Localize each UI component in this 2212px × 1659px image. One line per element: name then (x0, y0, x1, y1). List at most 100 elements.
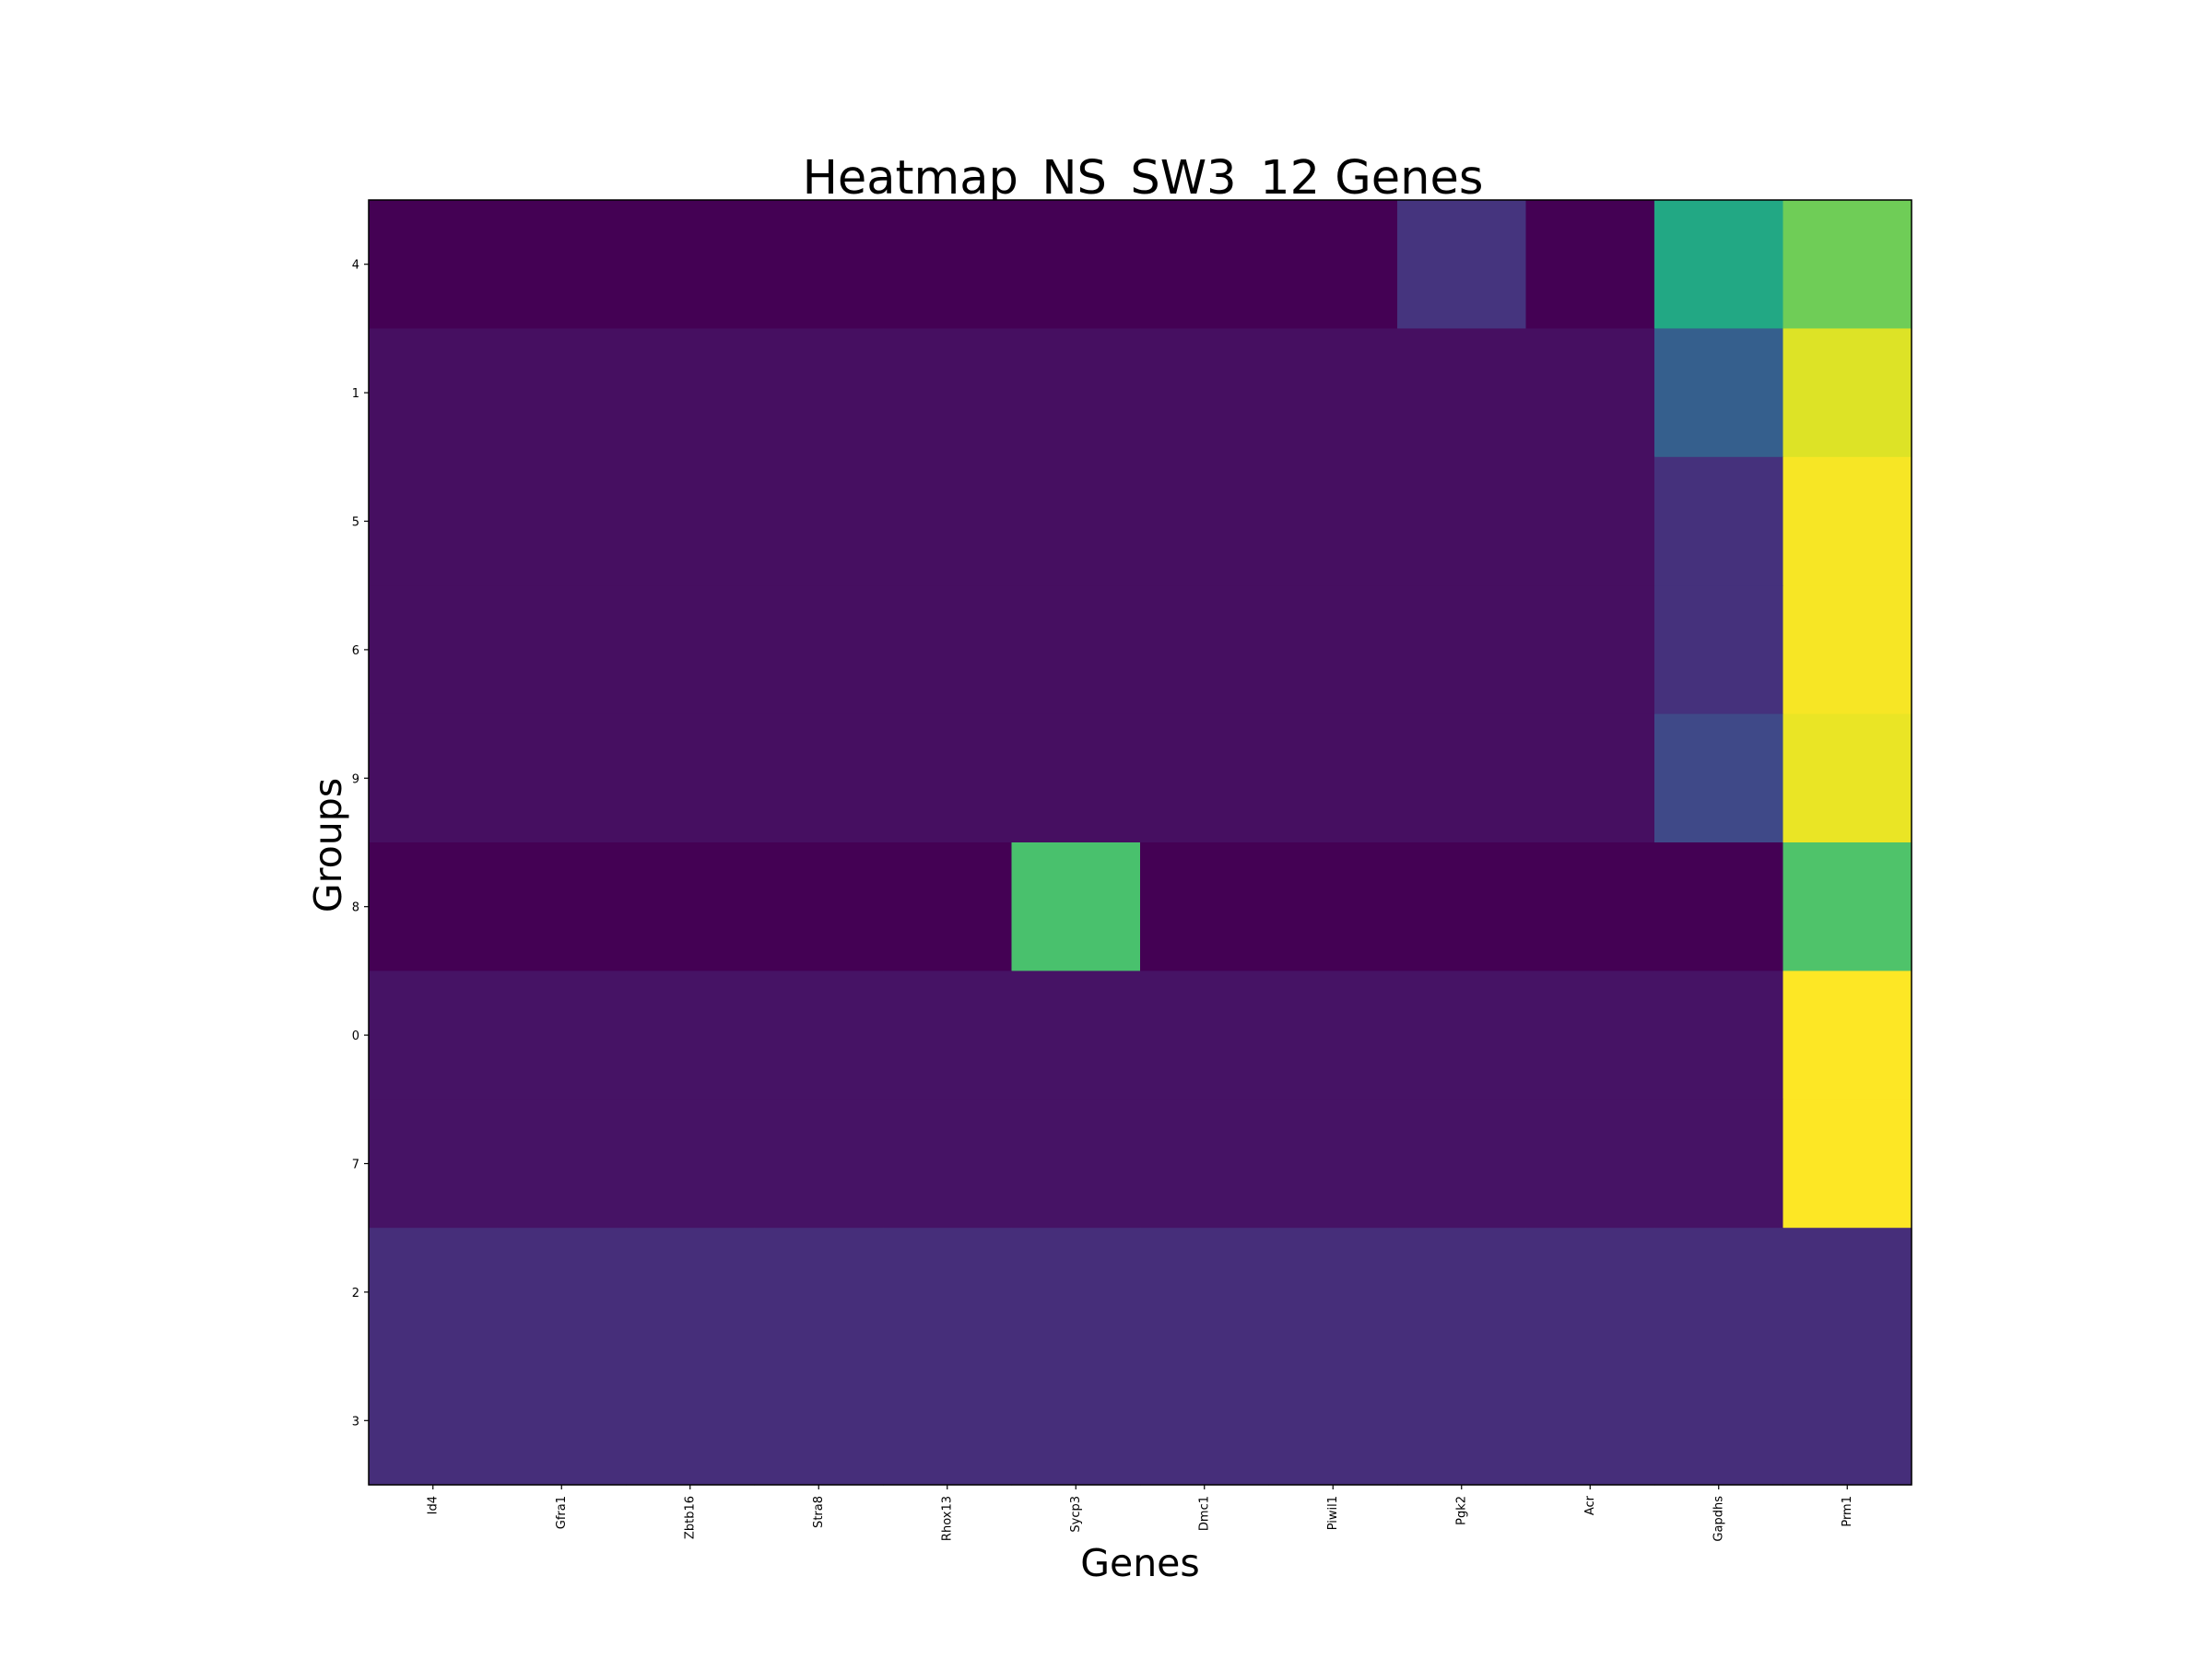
y-tick-label: 5 (352, 516, 359, 530)
heatmap-cell (1525, 456, 1655, 586)
heatmap-cell (497, 1356, 627, 1486)
heatmap-cell (1525, 1228, 1655, 1358)
heatmap-cell (754, 1099, 884, 1229)
heatmap-cell (883, 1356, 1013, 1486)
heatmap-cell (1783, 328, 1912, 458)
heatmap-cell (883, 456, 1013, 586)
heatmap-cell (1011, 713, 1141, 843)
heatmap-cell (1140, 585, 1270, 715)
heatmap-cell (626, 1356, 756, 1486)
heatmap-cell (1525, 713, 1655, 843)
heatmap-cell (883, 200, 1013, 329)
heatmap-cell (369, 842, 499, 971)
heatmap-cell (626, 585, 756, 715)
heatmap-cell (1525, 1099, 1655, 1229)
heatmap-cell (1140, 1228, 1270, 1358)
heatmap-cell (1140, 1356, 1270, 1486)
heatmap-cell (1654, 713, 1784, 843)
heatmap-cell (497, 1099, 627, 1229)
heatmap-cell (1654, 1228, 1784, 1358)
heatmap-cell (497, 456, 627, 586)
heatmap-cell (1783, 1356, 1912, 1486)
y-axis: 4 1 5 6 9 8 0 7 2 3 (352, 259, 369, 1429)
heatmap-cell (1783, 842, 1912, 971)
heatmap-cell (1397, 1099, 1527, 1229)
heatmap-cell (754, 200, 884, 329)
y-tick-label: 8 (352, 901, 359, 915)
y-tick-label: 4 (352, 259, 359, 273)
y-tick-label: 0 (352, 1030, 359, 1043)
heatmap-cell (754, 456, 884, 586)
x-tick-label: Gapdhs (1712, 1496, 1725, 1542)
heatmap-cell (1268, 1099, 1398, 1229)
x-tick-label: Rhox13 (940, 1496, 954, 1541)
heatmap-cell (497, 585, 627, 715)
heatmap-cell (626, 328, 756, 458)
heatmap-cell (626, 842, 756, 971)
heatmap-cell (1397, 842, 1527, 971)
x-tick-label: Pgk2 (1454, 1496, 1468, 1525)
heatmap-cell (369, 971, 499, 1100)
heatmap-cell (1525, 842, 1655, 971)
heatmap-cell (1525, 1356, 1655, 1486)
plot-frame (368, 199, 1912, 1486)
y-tick-label: 2 (352, 1287, 359, 1300)
x-tick-label: Prm1 (1841, 1496, 1854, 1527)
heatmap-cell (369, 585, 499, 715)
heatmap-cell (1140, 456, 1270, 586)
heatmap-cell (1011, 1228, 1141, 1358)
heatmap-cell (1654, 842, 1784, 971)
heatmap-cell (1011, 971, 1141, 1100)
heatmap-cell (1397, 328, 1527, 458)
heatmap-cell (883, 585, 1013, 715)
y-axis-label: Groups (306, 778, 350, 912)
heatmap-cell (1783, 1099, 1912, 1229)
heatmap-cell (369, 1099, 499, 1229)
heatmap-cell (1783, 713, 1912, 843)
heatmap-cell (1397, 1228, 1527, 1358)
heatmap-cell (1268, 1228, 1398, 1358)
heatmap-cell (497, 842, 627, 971)
heatmap-cell (754, 713, 884, 843)
heatmap-cell (1268, 842, 1398, 971)
x-tick-label: Id4 (426, 1496, 440, 1514)
heatmap-cell (369, 200, 499, 329)
heatmap-cell (754, 971, 884, 1100)
heatmap-cell (883, 842, 1013, 971)
heatmap-cell (369, 328, 499, 458)
heatmap-cell (1397, 200, 1527, 329)
heatmap-cell (626, 456, 756, 586)
heatmap-cell (1783, 1228, 1912, 1358)
x-tick-label: Acr (1583, 1495, 1597, 1515)
heatmap-cell (1783, 200, 1912, 329)
heatmap-cell (369, 1228, 499, 1358)
heatmap-cell (1783, 971, 1912, 1100)
heatmap-cell (1268, 585, 1398, 715)
x-tick-label: Gfra1 (555, 1496, 569, 1529)
heatmap-cell (883, 713, 1013, 843)
heatmap-cell (1654, 1099, 1784, 1229)
heatmap-cell (1011, 1356, 1141, 1486)
chart-title: Heatmap_NS_SW3_12 Genes (803, 151, 1484, 206)
x-tick-label: Sycp3 (1069, 1496, 1083, 1533)
heatmap-cell (497, 1228, 627, 1358)
heatmap-cell (1268, 971, 1398, 1100)
heatmap-cell (1654, 456, 1784, 586)
heatmap-cell (1268, 328, 1398, 458)
heatmap-cell (1525, 200, 1655, 329)
heatmap-cell (883, 971, 1013, 1100)
heatmap-cell (1525, 585, 1655, 715)
heatmap-cell (626, 200, 756, 329)
x-tick-label: Dmc1 (1197, 1496, 1211, 1531)
heatmap-cell (1397, 456, 1527, 586)
heatmap-cell (1011, 328, 1141, 458)
heatmap-cell (369, 1356, 499, 1486)
heatmap-cell (626, 1099, 756, 1229)
heatmap-cell (754, 1356, 884, 1486)
heatmap-cell (754, 842, 884, 971)
heatmap-cell (1011, 1099, 1141, 1229)
y-tick-label: 1 (352, 387, 359, 401)
y-tick-label: 9 (352, 772, 359, 786)
heatmap-cell (1397, 971, 1527, 1100)
